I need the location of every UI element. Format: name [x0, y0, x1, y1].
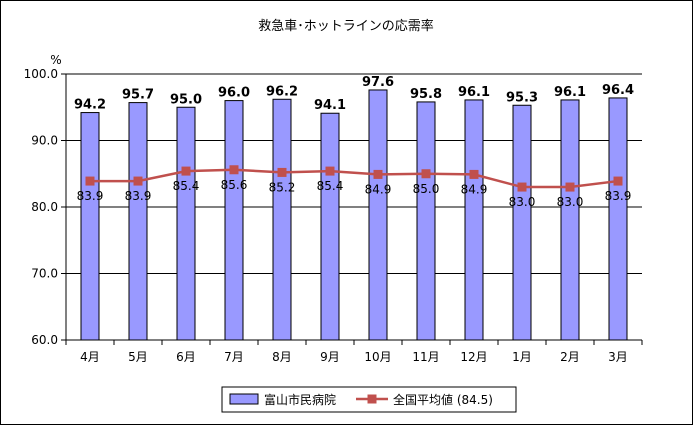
bar-data-label: 95.8	[410, 87, 442, 102]
x-tick-label: 4月	[80, 350, 100, 364]
bar-data-label: 94.2	[74, 98, 106, 113]
bar-data-label: 96.1	[554, 85, 586, 100]
line-point	[565, 182, 575, 192]
y-tick-label: 100.0	[24, 67, 58, 81]
x-tick-label: 5月	[128, 350, 148, 364]
line-point	[373, 169, 383, 179]
x-tick-label: 12月	[460, 350, 487, 364]
bar-data-label: 95.3	[506, 90, 538, 105]
line-point	[277, 167, 287, 177]
x-tick-label: 10月	[364, 350, 391, 364]
bar	[368, 89, 388, 341]
line-data-label: 85.2	[269, 180, 296, 194]
y-axis-unit: %	[50, 53, 61, 67]
line-data-label: 83.9	[77, 189, 104, 203]
line-point	[325, 166, 335, 176]
line-point	[229, 165, 239, 175]
line-data-label: 85.4	[317, 179, 344, 193]
line-point	[469, 169, 479, 179]
bar-data-label: 96.2	[266, 84, 298, 99]
line-point	[85, 176, 95, 186]
bar	[512, 104, 532, 341]
line-series: 83.9 83.9 85.4 85.6 85.2 85.4 84.9 85.0 84.9 83.0…	[77, 165, 632, 209]
x-tick-label: 8月	[272, 350, 292, 364]
legend-label: 全国平均値 (84.5)	[393, 392, 493, 407]
y-tick-label: 80.0	[31, 200, 58, 214]
gridlines	[66, 73, 642, 341]
line-data-label: 83.0	[509, 195, 536, 209]
bar-data-label: 96.4	[602, 83, 634, 98]
bar	[608, 97, 628, 341]
line-point	[133, 176, 143, 186]
bar-data-label: 94.1	[314, 98, 346, 113]
bar	[416, 101, 436, 341]
y-tick-label: 60.0	[31, 333, 58, 347]
y-tick-label: 90.0	[31, 134, 58, 148]
axes	[65, 74, 643, 345]
line-data-label: 85.0	[413, 182, 440, 196]
bar-data-label: 96.0	[218, 86, 250, 101]
x-tick-label: 2月	[560, 350, 580, 364]
y-tick-label: 70.0	[31, 267, 58, 281]
bar	[128, 102, 148, 341]
bar-data-label: 96.1	[458, 85, 490, 100]
line-data-label: 85.4	[173, 179, 200, 193]
line-point	[613, 176, 623, 186]
line-data-label: 84.9	[461, 182, 488, 196]
legend-label: 富山市民病院	[264, 392, 336, 407]
bar-data-label: 95.0	[170, 92, 202, 107]
y-axis-ticks: 60.0 70.0 80.0 90.0 100.0	[24, 67, 66, 347]
line-data-label: 85.6	[221, 178, 248, 192]
x-tick-label: 1月	[512, 350, 532, 364]
x-axis-labels: 4月 5月 6月 7月 8月 9月 10月 11月 12月 1月 2月 3月	[80, 350, 628, 364]
bar	[272, 98, 292, 341]
bar	[80, 112, 100, 341]
line-data-label: 83.9	[605, 189, 632, 203]
line-data-label: 83.9	[125, 189, 152, 203]
x-tick-label: 11月	[412, 350, 439, 364]
x-tick-label: 7月	[224, 350, 244, 364]
bar	[560, 99, 580, 341]
x-tick-label: 3月	[608, 350, 628, 364]
line-point	[421, 169, 431, 179]
line-data-label: 83.0	[557, 195, 584, 209]
bar-data-label: 95.7	[122, 88, 154, 103]
x-tick-label: 6月	[176, 350, 196, 364]
bar-data-label: 97.6	[362, 75, 394, 90]
chart-title: 救急車･ホットラインの応需率	[258, 18, 434, 34]
bar	[320, 112, 340, 341]
line-data-label: 84.9	[365, 182, 392, 196]
bar	[176, 106, 196, 341]
bar	[224, 100, 244, 341]
line-point	[517, 182, 527, 192]
legend: 富山市民病院 全国平均値 (84.5)	[221, 386, 517, 413]
line-point	[181, 166, 191, 176]
bar-series: 94.2 95.7 95.0 96.0 96.2 94.1 97.6 95.8 96.1 95.3…	[74, 75, 634, 341]
x-tick-label: 9月	[320, 350, 340, 364]
series-line	[90, 168, 619, 189]
bar	[464, 99, 484, 341]
legend-line-marker	[367, 394, 377, 404]
legend-bar-swatch	[229, 393, 259, 405]
